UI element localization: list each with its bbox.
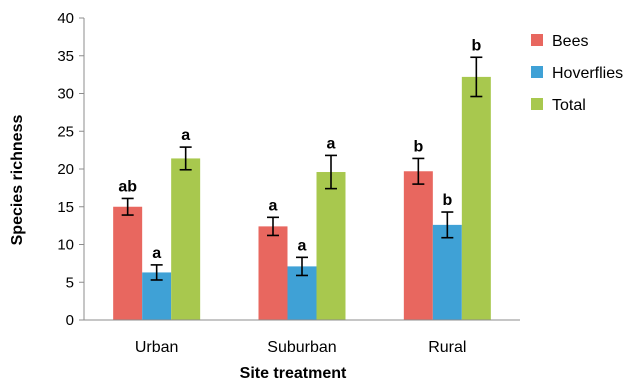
y-axis-title: Species richness xyxy=(9,115,26,246)
legend-swatch xyxy=(531,66,543,78)
significance-label: a xyxy=(152,245,161,262)
category-labels: Urban Suburban Rural xyxy=(135,339,467,356)
bar xyxy=(113,206,143,320)
significance-label: b xyxy=(471,37,481,54)
legend: Bees Hoverflies Total xyxy=(531,33,623,114)
legend-swatch xyxy=(531,98,543,110)
y-tick-label: 5 xyxy=(66,274,74,291)
bar xyxy=(432,224,462,320)
y-tick-label: 35 xyxy=(57,48,74,65)
y-tick-label: 10 xyxy=(57,237,74,254)
legend-label: Hoverflies xyxy=(552,65,623,82)
bar xyxy=(403,171,433,320)
y-tick-label: 15 xyxy=(57,199,74,216)
y-axis-ticks: 0 5 10 15 20 25 30 35 40 xyxy=(57,10,84,329)
bar xyxy=(461,76,491,320)
bar xyxy=(316,172,346,320)
y-tick-label: 30 xyxy=(57,86,74,103)
significance-label: a xyxy=(181,127,190,144)
legend-label: Bees xyxy=(552,33,588,50)
y-tick-label: 0 xyxy=(66,312,74,329)
y-tick-label: 25 xyxy=(57,123,74,140)
significance-label: b xyxy=(442,192,452,209)
x-tick-label: Rural xyxy=(428,339,466,356)
y-tick-label: 20 xyxy=(57,161,74,178)
x-tick-label: Suburban xyxy=(267,339,336,356)
x-tick-label: Urban xyxy=(135,339,179,356)
legend-swatch xyxy=(531,34,543,46)
significance-label: ab xyxy=(118,178,137,195)
significance-label: a xyxy=(327,135,336,152)
x-axis-title: Site treatment xyxy=(240,365,347,382)
y-tick-label: 40 xyxy=(57,10,74,27)
significance-label: a xyxy=(298,237,307,254)
bar xyxy=(258,226,288,320)
bar xyxy=(171,158,201,320)
legend-label: Total xyxy=(552,97,586,114)
significance-label: a xyxy=(269,197,278,214)
significance-label: b xyxy=(413,138,423,155)
